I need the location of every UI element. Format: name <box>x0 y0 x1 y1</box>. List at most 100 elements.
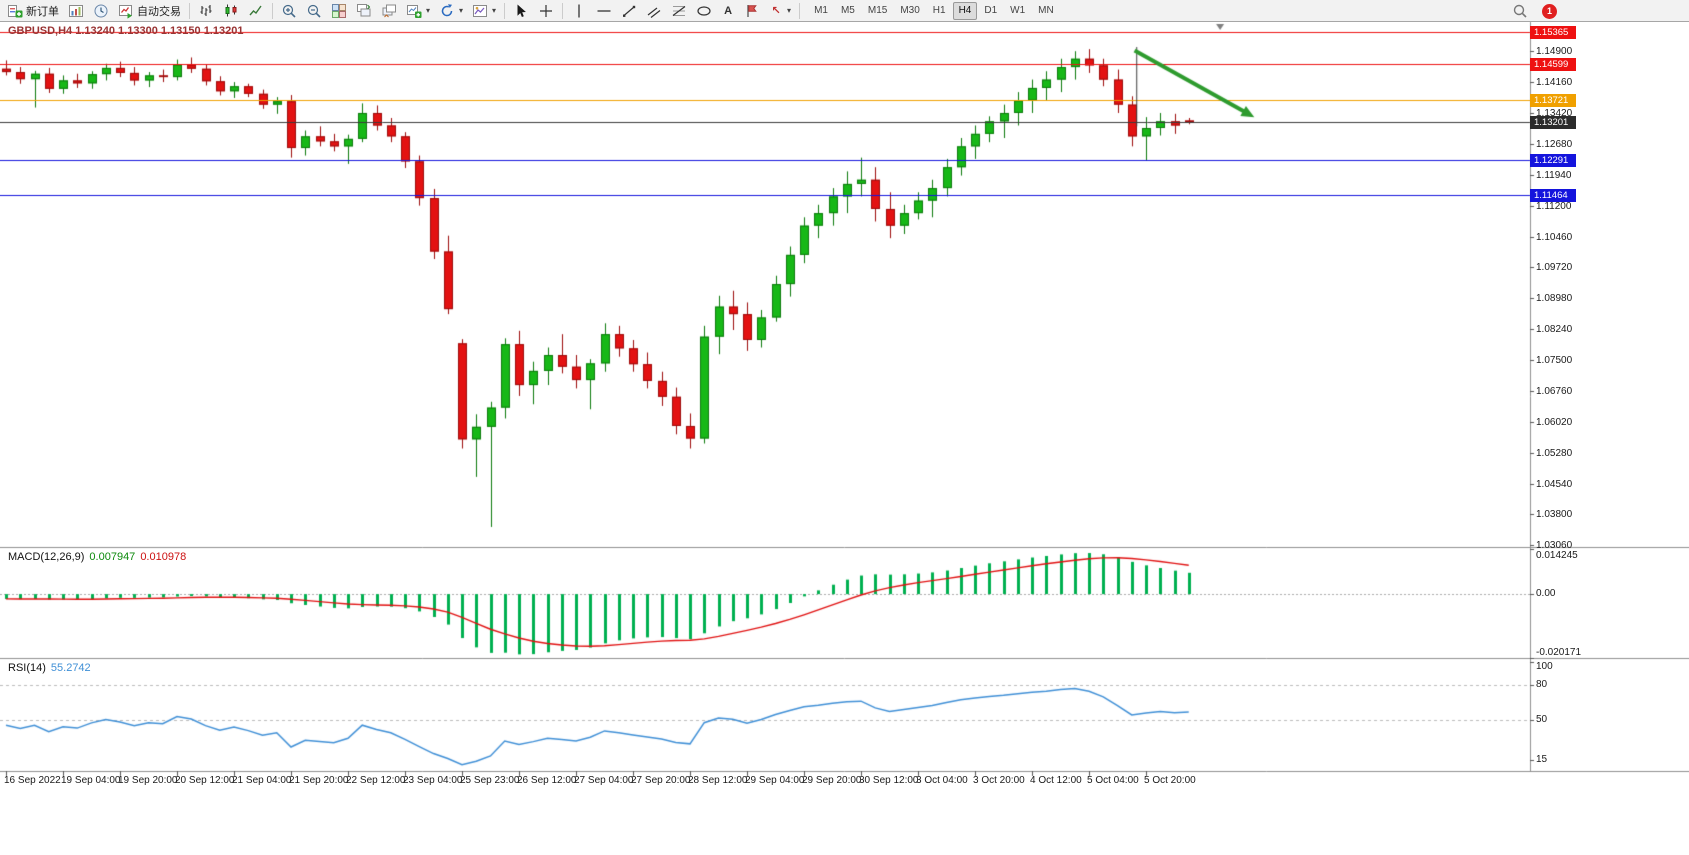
fibonacci-tool-button[interactable] <box>667 1 691 21</box>
price-tick-label: 1.14900 <box>1536 45 1573 57</box>
candlestick-mode-button[interactable] <box>219 1 243 21</box>
time-axis-label: 3 Oct 04:00 <box>916 775 968 786</box>
notification-badge[interactable]: 1 <box>1542 3 1557 19</box>
label-tool-button[interactable] <box>740 1 764 21</box>
toolbar-separator <box>799 2 801 19</box>
zoom-out-icon <box>307 4 321 18</box>
horizontal-line-tool-button[interactable] <box>592 1 616 21</box>
zoom-in-button[interactable] <box>277 1 301 21</box>
crosshair-tool-button[interactable] <box>534 1 558 21</box>
price-tick-label: 1.07500 <box>1536 354 1573 366</box>
dropdown-caret-icon: ▾ <box>426 6 431 15</box>
horizontal-line-icon <box>597 9 611 12</box>
price-tick-label: 1.06760 <box>1536 385 1573 397</box>
time-axis-label: 23 Sep 04:00 <box>403 775 463 786</box>
auto-trading-button[interactable]: 自动交易 <box>114 1 185 21</box>
timeframe-button-H1[interactable]: H1 <box>932 5 946 16</box>
price-tick-label: 1.05280 <box>1536 447 1573 459</box>
price-tag: 1.12291 <box>1530 153 1576 167</box>
time-axis-label: 22 Sep 12:00 <box>346 775 406 786</box>
arrange-windows-button[interactable] <box>352 1 376 21</box>
price-tick-label: 1.04540 <box>1536 478 1573 490</box>
rsi-tick-label: 15 <box>1536 753 1548 765</box>
rsi-indicator-label: RSI(14) 55.2742 <box>8 662 91 674</box>
new-order-button[interactable]: 新订单 <box>3 1 63 21</box>
price-tag: 1.13721 <box>1530 93 1576 107</box>
fibonacci-icon <box>672 5 686 16</box>
template-dropdown[interactable]: ▾ <box>468 1 500 21</box>
timeframe-group: M1 M5 M15 M30 H1 H4 D1 W1 MN <box>808 1 1060 20</box>
trendline-tool-button[interactable] <box>617 1 641 21</box>
bar-chart-mode-button[interactable] <box>194 1 218 21</box>
timeframe-button-D1[interactable]: D1 <box>984 5 998 16</box>
cursor-tool-button[interactable] <box>509 1 533 21</box>
timeframe-button-M15[interactable]: M15 <box>867 5 888 16</box>
new-chart-dropdown[interactable]: ▾ <box>402 1 434 21</box>
price-tick-label: 1.11200 <box>1536 200 1572 212</box>
vertical-line-tool-button[interactable] <box>567 1 591 21</box>
trendline-icon <box>623 5 636 17</box>
search-icon[interactable] <box>1512 3 1528 19</box>
channel-tool-button[interactable] <box>642 1 666 21</box>
auto-trading-label: 自动交易 <box>137 5 181 18</box>
macd-name: MACD(12,26,9) <box>8 551 85 563</box>
new-order-label: 新订单 <box>26 5 59 18</box>
time-axis-label: 29 Sep 04:00 <box>745 775 805 786</box>
price-tick-label: 1.12680 <box>1536 138 1573 150</box>
toolbar-separator <box>272 2 273 19</box>
time-axis-label: 20 Sep 12:00 <box>175 775 235 786</box>
time-axis-label: 19 Sep 04:00 <box>61 775 121 786</box>
rsi-tick-label: 100 <box>1536 661 1553 672</box>
timeframe-button-M1[interactable]: M1 <box>814 5 828 16</box>
time-axis-label: 30 Sep 12:00 <box>859 775 919 786</box>
rsi-value: 55.2742 <box>50 662 91 674</box>
price-tick-label: 1.08240 <box>1536 323 1573 335</box>
auto-trading-icon <box>119 4 132 19</box>
time-axis-label: 26 Sep 12:00 <box>517 775 577 786</box>
price-tick-label: 1.10460 <box>1536 231 1573 243</box>
line-chart-mode-button[interactable] <box>244 1 268 21</box>
timeframe-button-M30[interactable]: M30 <box>900 5 920 16</box>
price-tick-label: 1.08980 <box>1536 292 1573 304</box>
channel-icon <box>647 7 661 18</box>
time-axis-label: 21 Sep 20:00 <box>289 775 349 786</box>
dropdown-caret-icon: ▾ <box>492 6 497 15</box>
toolbar-separator <box>562 2 564 19</box>
time-axis-label: 3 Oct 20:00 <box>973 775 1025 786</box>
profiles-button[interactable] <box>64 1 88 21</box>
rsi-tick-label: 50 <box>1536 713 1548 725</box>
text-tool-icon: A <box>724 4 733 17</box>
price-tick-label: 1.06020 <box>1536 416 1573 428</box>
zoom-out-button[interactable] <box>302 1 326 21</box>
price-tick-label: 1.03800 <box>1536 508 1573 520</box>
text-tool-button[interactable]: A <box>717 1 739 21</box>
cascade-windows-button[interactable] <box>377 1 401 21</box>
timeframe-button-MN[interactable]: MN <box>1038 5 1054 16</box>
arrow-tool-icon: ↖ <box>771 5 781 17</box>
refresh-cycle-icon <box>441 3 453 16</box>
line-chart-icon <box>249 5 262 15</box>
flag-label-icon <box>747 4 757 17</box>
price-tag: 1.13201 <box>1530 115 1576 129</box>
time-axis-label: 21 Sep 04:00 <box>232 775 292 786</box>
timeframe-button-H4[interactable]: H4 <box>952 1 978 20</box>
template-icon <box>473 4 488 17</box>
macd-tick-label: 0.014245 <box>1536 550 1578 561</box>
time-axis-label: 27 Sep 20:00 <box>631 775 691 786</box>
timeframe-button-M5[interactable]: M5 <box>840 5 855 16</box>
tile-windows-button[interactable] <box>327 1 351 21</box>
rsi-tick-label: 80 <box>1536 679 1548 691</box>
chart-profile-icon <box>69 4 83 17</box>
timeframe-button-W1[interactable]: W1 <box>1010 5 1026 16</box>
toolbar-separator <box>504 2 506 19</box>
arrows-tool-dropdown[interactable]: ↖ ▾ <box>765 1 795 21</box>
cursor-icon <box>517 4 526 17</box>
market-watch-button[interactable] <box>89 1 113 21</box>
macd-indicator-label: MACD(12,26,9) 0.007947 0.010978 <box>8 551 186 563</box>
price-tick-label: 1.13420 <box>1536 107 1573 119</box>
macd-tick-label: 0.00 <box>1536 588 1556 600</box>
period-dropdown[interactable]: ▾ <box>435 1 467 21</box>
shapes-tool-button[interactable] <box>692 1 716 21</box>
